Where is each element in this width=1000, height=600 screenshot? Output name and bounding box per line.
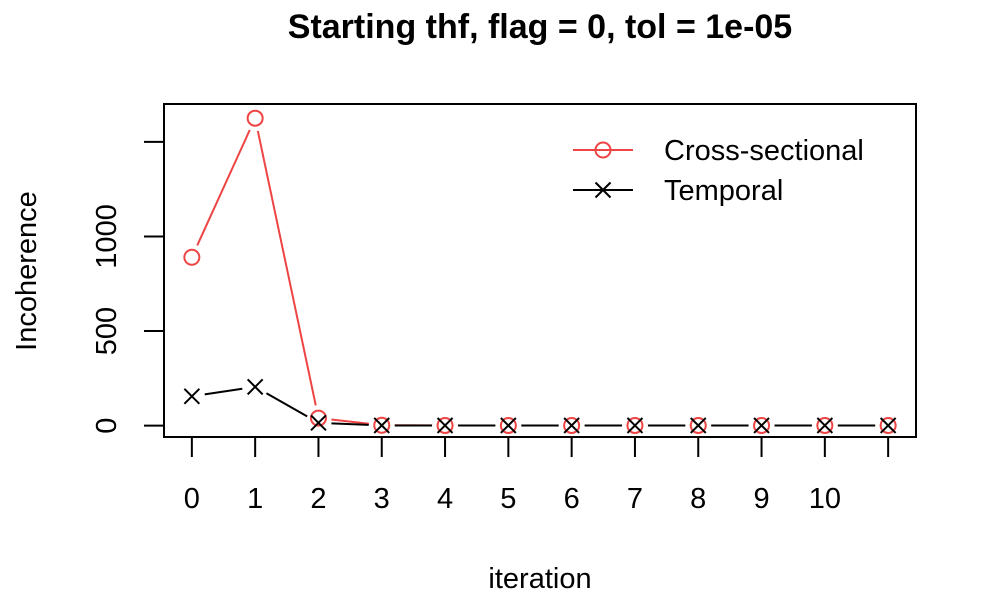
series-segment bbox=[256, 130, 317, 406]
data-point bbox=[373, 416, 391, 434]
data-point bbox=[594, 181, 612, 199]
x-tick-label: 10 bbox=[809, 483, 841, 515]
chart-title: Starting thf, flag = 0, tol = 1e-05 bbox=[288, 8, 792, 46]
data-point bbox=[594, 141, 612, 159]
data-point bbox=[753, 416, 771, 434]
data-point bbox=[816, 417, 834, 434]
x-tick-label: 6 bbox=[564, 483, 580, 515]
y-tick-label: 0 bbox=[91, 418, 123, 434]
data-point bbox=[753, 417, 770, 434]
y-axis: 0 500 1000 bbox=[91, 140, 165, 434]
legend-item: Cross-sectional bbox=[573, 135, 864, 167]
data-point bbox=[436, 417, 454, 434]
series-layer bbox=[183, 109, 897, 434]
x-tick-label: 1 bbox=[247, 483, 263, 515]
x-axis: 0 1 2 3 4 5 6 7 8 9 10 bbox=[184, 436, 890, 515]
data-point bbox=[310, 414, 327, 432]
legend-item: Temporal bbox=[573, 175, 783, 207]
data-point bbox=[246, 378, 264, 396]
x-tick-label: 0 bbox=[184, 483, 200, 515]
y-tick-label: 500 bbox=[91, 307, 123, 355]
data-point bbox=[879, 416, 897, 434]
x-axis-label: iteration bbox=[488, 563, 591, 595]
x-tick-label: 4 bbox=[437, 483, 453, 515]
legend: Cross-sectional Temporal bbox=[573, 135, 864, 207]
series-segment bbox=[196, 129, 251, 246]
series-temporal bbox=[183, 378, 897, 434]
series-segment bbox=[265, 392, 308, 418]
data-point bbox=[183, 388, 201, 405]
data-point bbox=[436, 416, 454, 434]
x-tick-label: 9 bbox=[753, 483, 769, 515]
data-point bbox=[183, 248, 201, 266]
data-point bbox=[309, 409, 327, 427]
data-point bbox=[563, 416, 581, 434]
series-segment bbox=[331, 418, 369, 425]
y-axis-label: Incoherence bbox=[11, 191, 43, 351]
data-point bbox=[626, 416, 644, 434]
x-tick-label: 5 bbox=[500, 483, 516, 515]
data-point bbox=[879, 417, 897, 434]
data-point bbox=[689, 416, 707, 434]
x-tick-label: 7 bbox=[627, 483, 643, 515]
data-point bbox=[499, 416, 517, 434]
y-tick-label: 1000 bbox=[91, 204, 123, 269]
series-segment bbox=[204, 387, 243, 396]
data-point bbox=[816, 416, 834, 434]
legend-label: Cross-sectional bbox=[664, 135, 864, 167]
series-segment bbox=[331, 422, 369, 426]
data-point bbox=[373, 417, 390, 434]
x-tick-label: 8 bbox=[690, 483, 706, 515]
data-point bbox=[690, 417, 707, 434]
data-point bbox=[246, 109, 264, 127]
x-tick-label: 3 bbox=[374, 483, 390, 515]
legend-label: Temporal bbox=[664, 175, 783, 207]
data-point bbox=[563, 417, 580, 434]
data-point bbox=[626, 417, 644, 434]
data-point bbox=[500, 417, 517, 434]
x-tick-label: 2 bbox=[310, 483, 326, 515]
